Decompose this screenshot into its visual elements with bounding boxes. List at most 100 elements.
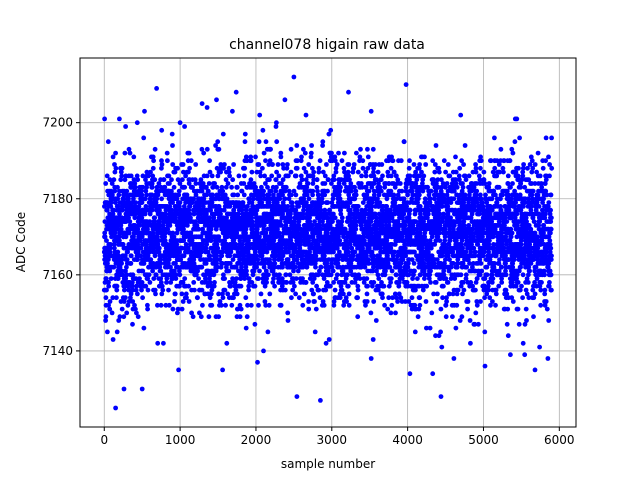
data-point bbox=[474, 166, 479, 171]
data-point bbox=[445, 181, 450, 186]
data-point bbox=[152, 177, 157, 182]
data-point bbox=[463, 143, 468, 148]
data-point bbox=[320, 139, 325, 144]
data-point bbox=[196, 276, 201, 281]
data-point bbox=[365, 284, 370, 289]
data-point bbox=[418, 303, 423, 308]
data-point bbox=[221, 295, 226, 300]
data-point bbox=[466, 299, 471, 304]
data-point bbox=[413, 330, 418, 335]
data-point bbox=[239, 307, 244, 312]
data-point bbox=[113, 151, 118, 156]
data-point bbox=[207, 314, 212, 319]
data-point bbox=[253, 155, 258, 160]
data-point bbox=[235, 185, 240, 190]
data-point bbox=[180, 307, 185, 312]
data-point bbox=[187, 151, 192, 156]
data-point bbox=[229, 303, 234, 308]
data-point bbox=[215, 185, 220, 190]
data-point bbox=[453, 155, 458, 160]
data-point bbox=[256, 303, 261, 308]
data-point bbox=[456, 288, 461, 293]
data-point bbox=[257, 139, 262, 144]
data-point bbox=[354, 151, 359, 156]
data-point bbox=[285, 162, 290, 167]
data-point bbox=[474, 189, 479, 194]
data-point bbox=[253, 322, 258, 327]
data-point bbox=[479, 261, 484, 266]
data-point bbox=[333, 288, 338, 293]
data-point bbox=[424, 299, 429, 304]
data-point bbox=[124, 189, 129, 194]
data-point bbox=[354, 193, 359, 198]
data-point bbox=[314, 307, 319, 312]
data-point bbox=[249, 158, 254, 163]
data-point bbox=[328, 128, 333, 133]
data-point bbox=[114, 166, 119, 171]
data-point bbox=[237, 174, 242, 179]
data-point bbox=[347, 292, 352, 297]
data-point bbox=[459, 272, 464, 277]
data-point bbox=[200, 303, 205, 308]
data-point bbox=[106, 284, 111, 289]
data-point bbox=[284, 185, 289, 190]
data-point bbox=[437, 238, 442, 243]
data-point bbox=[325, 200, 330, 205]
data-point bbox=[195, 295, 200, 300]
data-point bbox=[160, 162, 165, 167]
data-point bbox=[199, 265, 204, 270]
data-point bbox=[120, 166, 125, 171]
data-point bbox=[402, 139, 407, 144]
data-point bbox=[447, 174, 452, 179]
data-point bbox=[177, 272, 182, 277]
data-point bbox=[244, 326, 249, 331]
data-point bbox=[412, 162, 417, 167]
data-point bbox=[434, 280, 439, 285]
data-point bbox=[207, 158, 212, 163]
data-point bbox=[267, 303, 272, 308]
data-point bbox=[444, 314, 449, 319]
data-point bbox=[294, 193, 299, 198]
data-point bbox=[300, 177, 305, 182]
data-point bbox=[171, 307, 176, 312]
data-point bbox=[398, 181, 403, 186]
data-point bbox=[300, 303, 305, 308]
data-point bbox=[142, 326, 147, 331]
data-point bbox=[157, 246, 162, 251]
data-point bbox=[457, 166, 462, 171]
data-point bbox=[476, 322, 481, 327]
data-point bbox=[104, 295, 109, 300]
data-point bbox=[253, 284, 258, 289]
data-point bbox=[235, 193, 240, 198]
data-point bbox=[181, 162, 186, 167]
data-point bbox=[147, 272, 152, 277]
data-point bbox=[318, 158, 323, 163]
data-point bbox=[267, 292, 272, 297]
data-point bbox=[302, 292, 307, 297]
data-point bbox=[189, 158, 194, 163]
data-point bbox=[294, 174, 299, 179]
data-point bbox=[128, 151, 133, 156]
data-point bbox=[133, 185, 138, 190]
data-point bbox=[130, 322, 135, 327]
data-point bbox=[293, 265, 298, 270]
data-point bbox=[234, 276, 239, 281]
data-point bbox=[263, 158, 268, 163]
data-point bbox=[230, 177, 235, 182]
data-point bbox=[467, 174, 472, 179]
data-point bbox=[243, 295, 248, 300]
data-point bbox=[167, 303, 172, 308]
data-point bbox=[268, 147, 273, 152]
data-point bbox=[364, 276, 369, 281]
data-point bbox=[306, 307, 311, 312]
data-point bbox=[292, 284, 297, 289]
data-point bbox=[241, 181, 246, 186]
data-point bbox=[322, 303, 327, 308]
data-point bbox=[182, 185, 187, 190]
data-point bbox=[439, 345, 444, 350]
data-point bbox=[348, 181, 353, 186]
data-point bbox=[313, 330, 318, 335]
data-point bbox=[478, 166, 483, 171]
data-point bbox=[336, 151, 341, 156]
data-point bbox=[382, 284, 387, 289]
